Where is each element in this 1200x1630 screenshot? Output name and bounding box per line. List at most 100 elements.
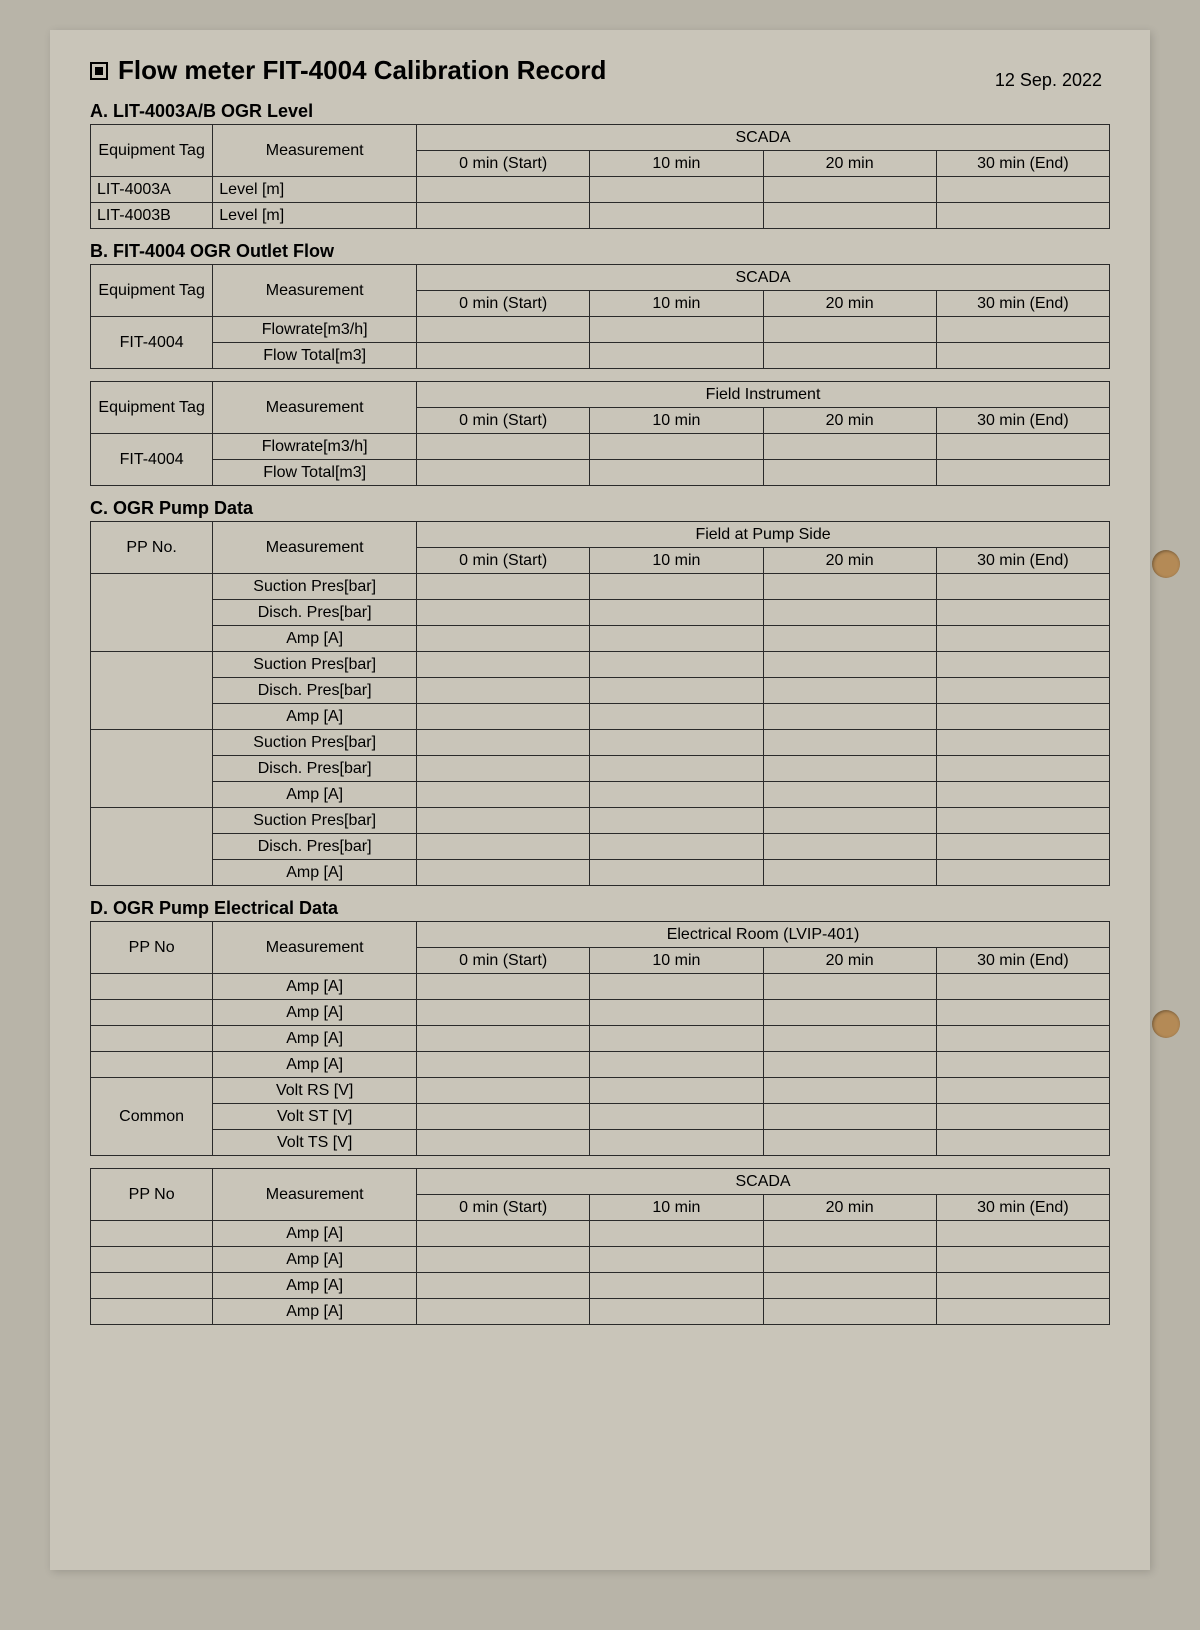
cell-value	[936, 626, 1109, 652]
cell-meas: Amp [A]	[213, 1273, 417, 1299]
cell-value	[763, 782, 936, 808]
cell-value	[417, 1221, 590, 1247]
table-row: Amp [A]	[91, 1052, 1110, 1078]
cell-value	[417, 434, 590, 460]
bullet-icon	[90, 62, 108, 80]
cell-value	[763, 1078, 936, 1104]
col-time: 10 min	[590, 408, 763, 434]
cell-value	[763, 317, 936, 343]
cell-value	[763, 626, 936, 652]
hole-punch-icon	[1152, 550, 1180, 578]
col-time: 20 min	[763, 1195, 936, 1221]
table-d2: PP No Measurement SCADA 0 min (Start) 10…	[90, 1168, 1110, 1325]
cell-value	[936, 1052, 1109, 1078]
hole-punch-icon	[1152, 1010, 1180, 1038]
cell-meas: Volt RS [V]	[213, 1078, 417, 1104]
col-measurement: Measurement	[213, 125, 417, 177]
col-time: 20 min	[763, 948, 936, 974]
cell-meas: Level [m]	[213, 177, 417, 203]
table-b2: Equipment Tag Measurement Field Instrume…	[90, 381, 1110, 486]
table-row: Amp [A]	[91, 1247, 1110, 1273]
cell-value	[590, 1273, 763, 1299]
cell-value	[936, 343, 1109, 369]
table-row: Disch. Pres[bar]	[91, 600, 1110, 626]
cell-value	[590, 678, 763, 704]
table-row: Flow Total[m3]	[91, 343, 1110, 369]
cell-value	[590, 730, 763, 756]
cell-value	[763, 1273, 936, 1299]
table-header-row: Equipment Tag Measurement SCADA	[91, 265, 1110, 291]
cell-value	[417, 1273, 590, 1299]
cell-pp-no	[91, 730, 213, 808]
cell-value	[936, 177, 1109, 203]
cell-value	[590, 860, 763, 886]
cell-value	[936, 434, 1109, 460]
cell-value	[590, 343, 763, 369]
table-row: Volt TS [V]	[91, 1130, 1110, 1156]
table-header-row: PP No Measurement Electrical Room (LVIP-…	[91, 922, 1110, 948]
cell-meas: Volt ST [V]	[213, 1104, 417, 1130]
cell-value	[417, 1078, 590, 1104]
cell-value	[417, 782, 590, 808]
cell-value	[936, 782, 1109, 808]
col-measurement: Measurement	[213, 922, 417, 974]
cell-value	[590, 317, 763, 343]
col-equipment-tag: Equipment Tag	[91, 125, 213, 177]
cell-value	[417, 1000, 590, 1026]
cell-value	[590, 177, 763, 203]
cell-meas: Flowrate[m3/h]	[213, 317, 417, 343]
col-time: 30 min (End)	[936, 948, 1109, 974]
cell-tag: FIT-4004	[91, 317, 213, 369]
section-b-heading: B. FIT-4004 OGR Outlet Flow	[90, 241, 1110, 262]
title-block: Flow meter FIT-4004 Calibration Record	[90, 55, 606, 86]
cell-value	[417, 317, 590, 343]
cell-pp-no: Common	[91, 1078, 213, 1156]
col-time: 0 min (Start)	[417, 948, 590, 974]
cell-meas: Suction Pres[bar]	[213, 574, 417, 600]
col-time: 0 min (Start)	[417, 1195, 590, 1221]
page-title: Flow meter FIT-4004 Calibration Record	[118, 55, 606, 86]
col-time: 0 min (Start)	[417, 151, 590, 177]
cell-value	[936, 1104, 1109, 1130]
table-row: Amp [A]	[91, 1026, 1110, 1052]
table-row: Suction Pres[bar]	[91, 574, 1110, 600]
cell-value	[590, 1104, 763, 1130]
cell-tag: LIT-4003B	[91, 203, 213, 229]
cell-value	[417, 860, 590, 886]
cell-value	[763, 1130, 936, 1156]
cell-meas: Disch. Pres[bar]	[213, 756, 417, 782]
cell-meas: Amp [A]	[213, 1247, 417, 1273]
cell-meas: Amp [A]	[213, 974, 417, 1000]
cell-value	[417, 1052, 590, 1078]
col-time: 20 min	[763, 548, 936, 574]
col-time: 20 min	[763, 291, 936, 317]
cell-value	[936, 756, 1109, 782]
cell-meas: Volt TS [V]	[213, 1130, 417, 1156]
cell-value	[590, 1299, 763, 1325]
table-row: CommonVolt RS [V]	[91, 1078, 1110, 1104]
cell-value	[417, 203, 590, 229]
table-row: Suction Pres[bar]	[91, 652, 1110, 678]
cell-meas: Amp [A]	[213, 1299, 417, 1325]
col-pp-no: PP No	[91, 1169, 213, 1221]
cell-value	[590, 434, 763, 460]
table-row: Disch. Pres[bar]	[91, 756, 1110, 782]
cell-value	[936, 1273, 1109, 1299]
cell-value	[936, 1000, 1109, 1026]
table-row: Amp [A]	[91, 704, 1110, 730]
cell-value	[763, 1299, 936, 1325]
cell-value	[417, 1247, 590, 1273]
cell-value	[763, 434, 936, 460]
cell-meas: Amp [A]	[213, 1221, 417, 1247]
cell-value	[417, 730, 590, 756]
table-row: Suction Pres[bar]	[91, 808, 1110, 834]
col-group-field: Field at Pump Side	[417, 522, 1110, 548]
cell-value	[936, 1130, 1109, 1156]
cell-pp-no	[91, 1247, 213, 1273]
col-time: 30 min (End)	[936, 548, 1109, 574]
col-time: 0 min (Start)	[417, 291, 590, 317]
cell-value	[763, 1052, 936, 1078]
cell-value	[763, 860, 936, 886]
table-b1: Equipment Tag Measurement SCADA 0 min (S…	[90, 264, 1110, 369]
col-measurement: Measurement	[213, 522, 417, 574]
